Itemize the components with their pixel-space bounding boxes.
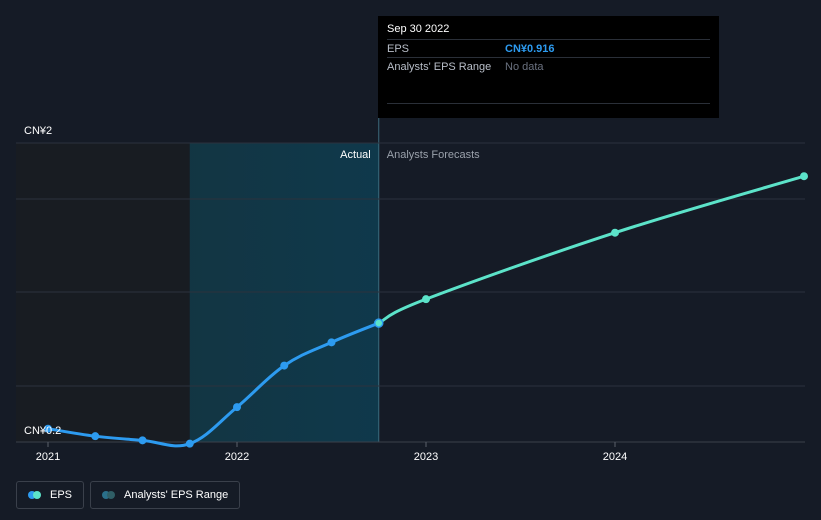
y-label-top: CN¥2 <box>24 125 52 137</box>
eps-point-actual <box>138 436 147 445</box>
legend-range-swatch <box>102 491 116 499</box>
tooltip-range-label: Analysts' EPS Range <box>387 61 492 73</box>
x-tick-label: 2022 <box>225 451 249 463</box>
chart-tooltip: Sep 30 2022 EPS CN¥0.916 Analysts' EPS R… <box>378 16 719 118</box>
eps-point-actual <box>327 338 336 347</box>
legend-eps[interactable]: EPS <box>16 481 85 509</box>
eps-point-actual <box>280 361 289 370</box>
eps-line-forecast <box>377 174 806 325</box>
chart-legend: EPS Analysts' EPS Range <box>16 481 241 509</box>
x-tick-label: 2023 <box>414 451 438 463</box>
legend-eps-swatch <box>28 491 42 499</box>
tooltip-eps-value: CN¥0.916 <box>505 43 555 55</box>
eps-point-actual <box>185 439 194 448</box>
tooltip-divider <box>387 103 710 121</box>
forecast-label: Analysts Forecasts <box>387 149 480 161</box>
y-label-bottom: CN¥0.2 <box>24 425 61 437</box>
eps-line-actual <box>46 321 381 448</box>
tooltip-range-value: No data <box>505 61 544 73</box>
actual-label: Actual <box>340 149 371 161</box>
tooltip-eps-label: EPS <box>387 43 410 55</box>
legend-range-label: Analysts' EPS Range <box>124 489 229 501</box>
tooltip-row-eps: EPS CN¥0.916 <box>387 39 710 57</box>
eps-point-actual <box>374 318 384 328</box>
eps-point-actual <box>233 403 241 412</box>
legend-eps-label: EPS <box>50 489 73 501</box>
legend-eps-range[interactable]: Analysts' EPS Range <box>90 481 241 509</box>
eps-point-actual <box>44 424 52 433</box>
x-tick-label: 2021 <box>36 451 60 463</box>
eps-point-forecast <box>422 295 430 304</box>
x-tick-label: 2024 <box>603 451 627 463</box>
eps-point-forecast <box>611 228 619 237</box>
eps-point-actual <box>91 432 100 441</box>
tooltip-row-range: Analysts' EPS Range No data <box>387 57 710 75</box>
tooltip-date: Sep 30 2022 <box>387 23 450 35</box>
eps-point-forecast <box>800 172 808 181</box>
